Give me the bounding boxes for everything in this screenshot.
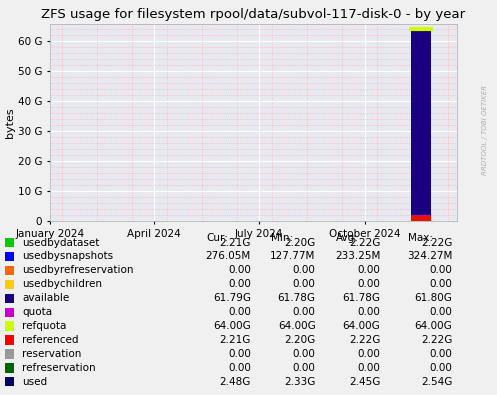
Text: 2.21G: 2.21G — [220, 335, 251, 345]
Bar — [5, 349, 14, 359]
Text: Avg:: Avg: — [335, 233, 358, 243]
Text: 0.00: 0.00 — [357, 279, 380, 289]
Text: usedbychildren: usedbychildren — [22, 279, 102, 289]
Text: 0.00: 0.00 — [228, 349, 251, 359]
Text: reservation: reservation — [22, 349, 82, 359]
Text: 0.00: 0.00 — [293, 307, 316, 317]
Text: 0.00: 0.00 — [357, 265, 380, 275]
Text: 2.22G: 2.22G — [421, 237, 452, 248]
Text: 61.78G: 61.78G — [342, 293, 380, 303]
Bar — [5, 293, 14, 303]
Bar — [5, 266, 14, 275]
Title: ZFS usage for filesystem rpool/data/subvol-117-disk-0 - by year: ZFS usage for filesystem rpool/data/subv… — [41, 8, 466, 21]
Text: 2.33G: 2.33G — [284, 377, 316, 387]
Text: 2.22G: 2.22G — [349, 335, 380, 345]
Text: used: used — [22, 377, 48, 387]
Text: 0.00: 0.00 — [429, 279, 452, 289]
Bar — [5, 238, 14, 247]
Text: 324.27M: 324.27M — [407, 252, 452, 261]
Text: 0.00: 0.00 — [429, 265, 452, 275]
Text: 2.54G: 2.54G — [421, 377, 452, 387]
Text: available: available — [22, 293, 70, 303]
Text: RRDTOOL / TOBI OETIKER: RRDTOOL / TOBI OETIKER — [482, 85, 488, 175]
Text: 127.77M: 127.77M — [270, 252, 316, 261]
Text: 0.00: 0.00 — [228, 307, 251, 317]
Text: 233.25M: 233.25M — [335, 252, 380, 261]
Text: 2.20G: 2.20G — [284, 335, 316, 345]
Text: usedbysnapshots: usedbysnapshots — [22, 252, 113, 261]
Text: 0.00: 0.00 — [429, 307, 452, 317]
Text: 2.21G: 2.21G — [220, 237, 251, 248]
Text: refquota: refquota — [22, 321, 67, 331]
Text: 0.00: 0.00 — [429, 349, 452, 359]
Text: 64.00G: 64.00G — [213, 321, 251, 331]
Text: 2.22G: 2.22G — [421, 335, 452, 345]
Text: 2.48G: 2.48G — [220, 377, 251, 387]
Bar — [411, 28, 431, 214]
Bar — [5, 308, 14, 317]
Text: refreservation: refreservation — [22, 363, 96, 373]
Text: 0.00: 0.00 — [293, 265, 316, 275]
Text: 0.00: 0.00 — [228, 279, 251, 289]
Text: 2.45G: 2.45G — [349, 377, 380, 387]
Bar — [5, 322, 14, 331]
Text: 61.79G: 61.79G — [213, 293, 251, 303]
Text: 0.00: 0.00 — [228, 265, 251, 275]
Text: 0.00: 0.00 — [228, 363, 251, 373]
Text: quota: quota — [22, 307, 53, 317]
Text: 61.80G: 61.80G — [414, 293, 452, 303]
Text: 0.00: 0.00 — [357, 307, 380, 317]
Text: Cur:: Cur: — [206, 233, 228, 243]
Text: usedbyrefreservation: usedbyrefreservation — [22, 265, 134, 275]
Text: 64.00G: 64.00G — [278, 321, 316, 331]
Text: 0.00: 0.00 — [293, 349, 316, 359]
Bar — [5, 377, 14, 386]
Bar — [411, 214, 431, 221]
Text: 61.78G: 61.78G — [278, 293, 316, 303]
Text: usedbydataset: usedbydataset — [22, 237, 100, 248]
Text: 2.20G: 2.20G — [284, 237, 316, 248]
Text: Min:: Min: — [271, 233, 293, 243]
Bar — [5, 280, 14, 289]
Bar — [411, 214, 431, 221]
Text: Max:: Max: — [408, 233, 432, 243]
Y-axis label: bytes: bytes — [5, 107, 15, 138]
Bar — [5, 363, 14, 372]
Bar — [5, 252, 14, 261]
Text: referenced: referenced — [22, 335, 79, 345]
Text: 64.00G: 64.00G — [342, 321, 380, 331]
Text: 0.00: 0.00 — [357, 349, 380, 359]
Bar — [5, 335, 14, 345]
Text: 0.00: 0.00 — [293, 279, 316, 289]
Bar — [411, 214, 431, 221]
Text: 2.22G: 2.22G — [349, 237, 380, 248]
Text: 0.00: 0.00 — [293, 363, 316, 373]
Text: 64.00G: 64.00G — [414, 321, 452, 331]
Text: 0.00: 0.00 — [357, 363, 380, 373]
Text: 0.00: 0.00 — [429, 363, 452, 373]
Text: 276.05M: 276.05M — [206, 252, 251, 261]
